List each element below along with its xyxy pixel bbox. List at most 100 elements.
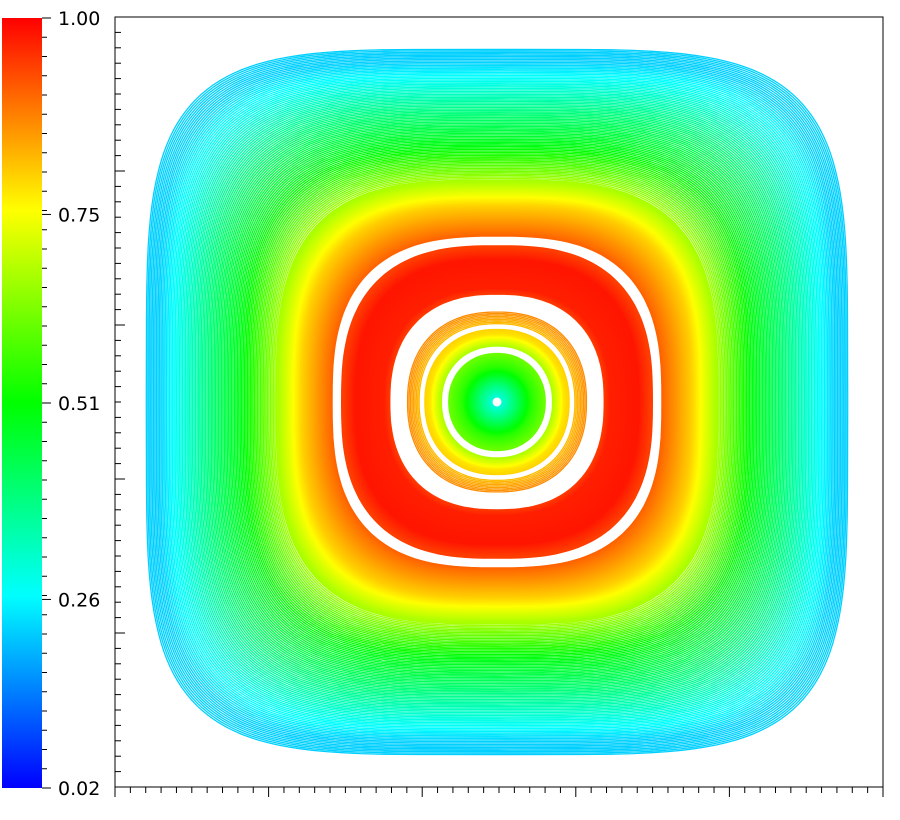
contour-line — [487, 391, 507, 413]
contour-line — [262, 166, 732, 638]
colorbar-tick-label: 0.02 — [58, 778, 100, 800]
contour-line — [180, 83, 814, 721]
contour-line — [427, 332, 567, 472]
contour-line — [265, 169, 729, 635]
contour-line — [164, 67, 830, 737]
contour-line — [206, 109, 788, 695]
contour-line — [258, 161, 736, 643]
contour-line — [148, 51, 846, 753]
contour-line — [150, 53, 844, 751]
contour-line — [181, 85, 813, 719]
contour-line — [458, 362, 536, 442]
colorbar-tick-label: 0.75 — [58, 204, 100, 226]
contour-line — [461, 365, 533, 439]
contour-line — [151, 54, 843, 750]
contour-line — [466, 371, 528, 433]
contour-line — [261, 164, 733, 640]
contour-line — [478, 383, 516, 421]
contour-line — [408, 312, 586, 492]
contour-line — [217, 121, 777, 683]
contour-line — [230, 134, 764, 670]
contour-line — [435, 339, 559, 465]
colorbar: 1.00 0.75 0.51 0.26 0.02 — [2, 8, 100, 800]
contour-line — [465, 370, 529, 434]
contour-line — [253, 157, 741, 647]
contour-line — [152, 55, 842, 749]
contour-line — [274, 177, 720, 627]
contour-line — [268, 172, 726, 632]
contour-line — [424, 329, 570, 475]
contour-line — [472, 377, 522, 427]
contour-line — [191, 95, 803, 709]
contour-line — [430, 335, 564, 469]
contour-line — [452, 357, 542, 447]
contour-line — [259, 163, 735, 641]
contour-line — [453, 358, 541, 446]
contour-line — [451, 355, 543, 449]
contour-line — [464, 368, 530, 436]
contour-line — [212, 115, 782, 689]
contour-line — [469, 374, 525, 430]
contour-line — [429, 334, 565, 470]
contour-line — [229, 132, 765, 672]
contour-line — [175, 79, 819, 725]
contour-line — [340, 245, 654, 559]
contour-line — [173, 76, 821, 728]
contour-line — [246, 150, 748, 654]
contour-line — [235, 138, 759, 666]
contour-line — [468, 373, 526, 431]
contour-line — [412, 317, 582, 487]
contour-line — [471, 376, 523, 428]
contour-line — [449, 354, 545, 450]
colorbar-tick-label: 0.26 — [58, 589, 100, 611]
contour-line — [484, 389, 510, 415]
contour-line — [275, 179, 719, 625]
contour-line — [193, 96, 801, 708]
contour-line — [233, 137, 761, 667]
contour-line — [209, 112, 785, 692]
contour-line — [436, 341, 558, 463]
contour-line — [245, 148, 749, 656]
colorbar-gradient — [2, 18, 42, 788]
contour-line — [216, 119, 778, 685]
contour-line — [167, 70, 827, 734]
contour-line — [178, 82, 816, 722]
contour-line — [459, 364, 535, 440]
contour-line — [248, 151, 746, 653]
contour-line — [220, 124, 774, 680]
contour-line — [161, 64, 833, 740]
contour-line — [186, 89, 808, 715]
contour-line — [474, 379, 520, 425]
contour-line — [240, 144, 754, 660]
contour-line — [479, 384, 515, 420]
contour-line — [414, 318, 580, 486]
contour-line — [424, 328, 570, 476]
contour-line — [255, 159, 739, 645]
contour-line — [188, 92, 806, 712]
contour-line — [481, 386, 513, 418]
contour-line — [203, 106, 791, 698]
contour-line — [155, 58, 839, 746]
contour-line — [213, 116, 781, 688]
contour-line — [482, 387, 512, 417]
contour-line — [477, 381, 517, 423]
contour-line — [249, 153, 745, 651]
contour-line — [271, 174, 723, 630]
center-point — [494, 399, 500, 405]
contour-line — [154, 57, 840, 747]
contour-line — [490, 395, 504, 409]
contour-line — [190, 93, 804, 711]
contour-plot — [114, 16, 884, 797]
contour-line — [239, 143, 755, 661]
contour-line — [406, 311, 588, 493]
contour-line — [242, 145, 752, 659]
contour-line — [455, 360, 539, 444]
contour-line — [194, 98, 800, 706]
axis-ticks — [114, 16, 884, 797]
contour-line — [170, 73, 824, 731]
contour-line — [415, 320, 579, 484]
contour-line — [196, 99, 798, 705]
contour-line — [227, 131, 767, 673]
contour-line — [225, 128, 769, 676]
contour-line — [184, 87, 810, 717]
